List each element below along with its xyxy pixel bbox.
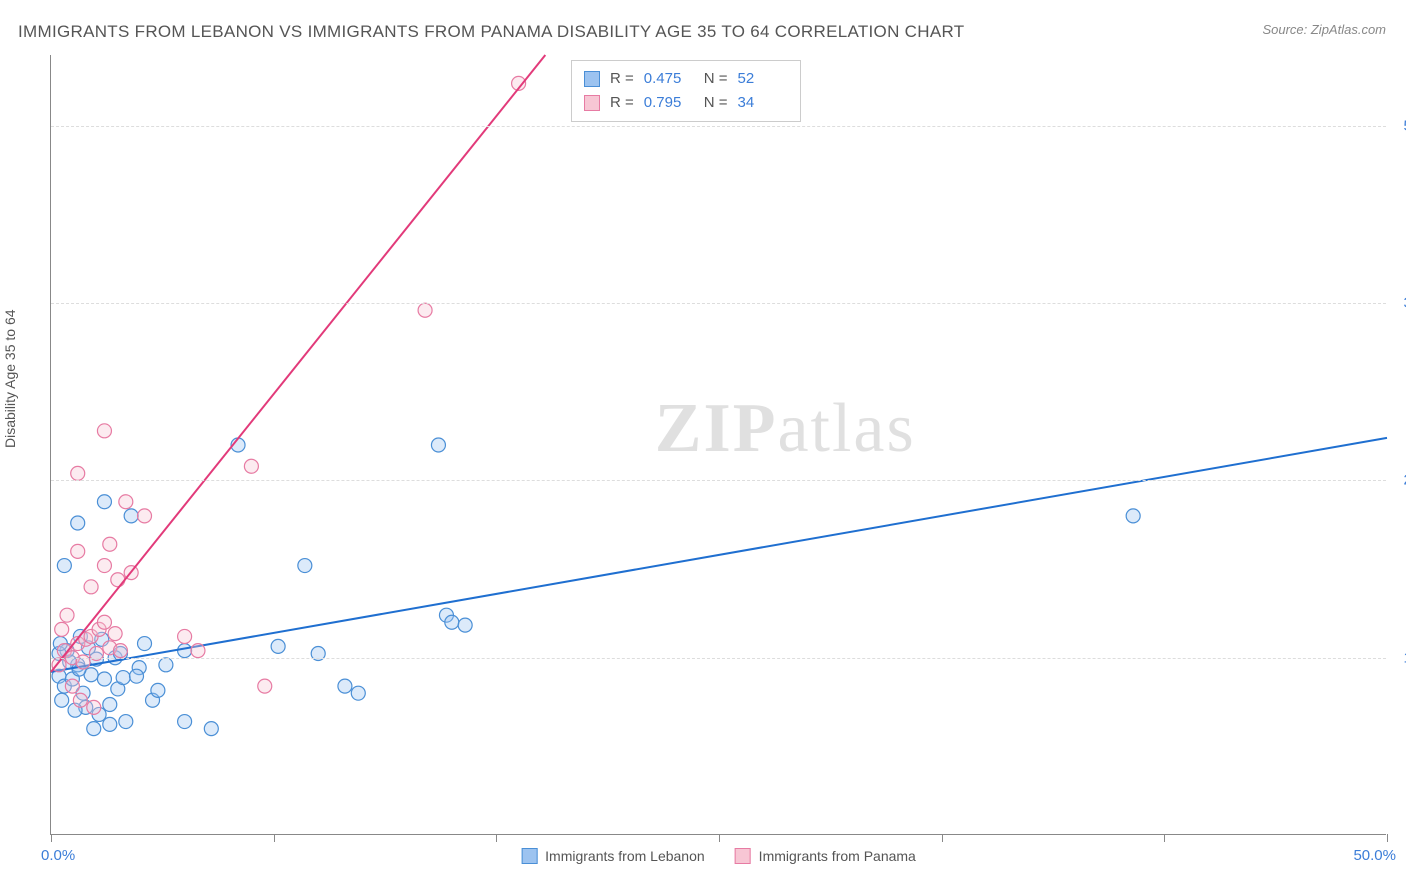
- source-attribution: Source: ZipAtlas.com: [1262, 22, 1386, 37]
- data-point: [60, 608, 74, 622]
- data-point: [138, 637, 152, 651]
- data-point: [124, 509, 138, 523]
- data-point: [159, 658, 173, 672]
- legend-swatch-lebanon: [521, 848, 537, 864]
- x-tick: [51, 834, 52, 842]
- data-point: [57, 559, 71, 573]
- r-label: R =: [610, 91, 634, 115]
- data-point: [84, 580, 98, 594]
- data-point: [351, 686, 365, 700]
- data-point: [271, 639, 285, 653]
- stats-swatch-lebanon: [584, 71, 600, 87]
- data-point: [52, 658, 66, 672]
- stats-swatch-panama: [584, 95, 600, 111]
- regression-line: [51, 55, 545, 672]
- data-point: [103, 698, 117, 712]
- data-point: [151, 683, 165, 697]
- data-point: [87, 700, 101, 714]
- x-max-label: 50.0%: [1353, 847, 1396, 864]
- data-point: [178, 644, 192, 658]
- x-tick: [1387, 834, 1388, 842]
- data-point: [71, 466, 85, 480]
- x-tick: [274, 834, 275, 842]
- data-point: [97, 672, 111, 686]
- data-point: [445, 615, 459, 629]
- data-point: [138, 509, 152, 523]
- stats-row-panama: R = 0.795 N = 34: [584, 91, 788, 115]
- plot-area: ZIPatlas R = 0.475 N = 52 R = 0.795 N = …: [50, 55, 1386, 835]
- data-point: [71, 516, 85, 530]
- r-value-panama: 0.795: [644, 91, 694, 115]
- data-point: [204, 722, 218, 736]
- data-point: [258, 679, 272, 693]
- gridline: [51, 658, 1386, 659]
- data-point: [244, 459, 258, 473]
- n-label: N =: [704, 67, 728, 91]
- r-value-lebanon: 0.475: [644, 67, 694, 91]
- data-point: [87, 722, 101, 736]
- x-tick: [719, 834, 720, 842]
- data-point: [178, 715, 192, 729]
- data-point: [178, 629, 192, 643]
- data-point: [55, 693, 69, 707]
- data-point: [119, 715, 133, 729]
- data-point: [298, 559, 312, 573]
- legend-label-lebanon: Immigrants from Lebanon: [545, 848, 705, 864]
- data-point: [55, 622, 69, 636]
- x-tick: [942, 834, 943, 842]
- gridline: [51, 303, 1386, 304]
- data-point: [65, 679, 79, 693]
- data-point: [119, 495, 133, 509]
- data-point: [103, 537, 117, 551]
- stats-box: R = 0.475 N = 52 R = 0.795 N = 34: [571, 60, 801, 122]
- gridline: [51, 126, 1386, 127]
- data-point: [97, 495, 111, 509]
- data-point: [130, 669, 144, 683]
- data-point: [458, 618, 472, 632]
- gridline: [51, 480, 1386, 481]
- data-point: [111, 573, 125, 587]
- legend-swatch-panama: [735, 848, 751, 864]
- x-min-label: 0.0%: [41, 847, 75, 864]
- data-point: [73, 693, 87, 707]
- r-label: R =: [610, 67, 634, 91]
- legend-item-lebanon: Immigrants from Lebanon: [521, 848, 705, 864]
- stats-row-lebanon: R = 0.475 N = 52: [584, 67, 788, 91]
- n-value-lebanon: 52: [738, 67, 788, 91]
- y-axis-label: Disability Age 35 to 64: [2, 309, 18, 448]
- chart-svg: [51, 55, 1386, 834]
- data-point: [431, 438, 445, 452]
- data-point: [113, 644, 127, 658]
- data-point: [103, 717, 117, 731]
- legend-item-panama: Immigrants from Panama: [735, 848, 916, 864]
- n-value-panama: 34: [738, 91, 788, 115]
- data-point: [108, 627, 122, 641]
- data-point: [116, 671, 130, 685]
- data-point: [97, 615, 111, 629]
- legend-label-panama: Immigrants from Panama: [759, 848, 916, 864]
- data-point: [338, 679, 352, 693]
- data-point: [71, 544, 85, 558]
- data-point: [97, 424, 111, 438]
- legend: Immigrants from Lebanon Immigrants from …: [521, 848, 916, 864]
- x-tick: [496, 834, 497, 842]
- x-tick: [1164, 834, 1165, 842]
- data-point: [97, 559, 111, 573]
- chart-title: IMMIGRANTS FROM LEBANON VS IMMIGRANTS FR…: [18, 22, 964, 42]
- data-point: [418, 303, 432, 317]
- data-point: [1126, 509, 1140, 523]
- data-point: [191, 644, 205, 658]
- n-label: N =: [704, 91, 728, 115]
